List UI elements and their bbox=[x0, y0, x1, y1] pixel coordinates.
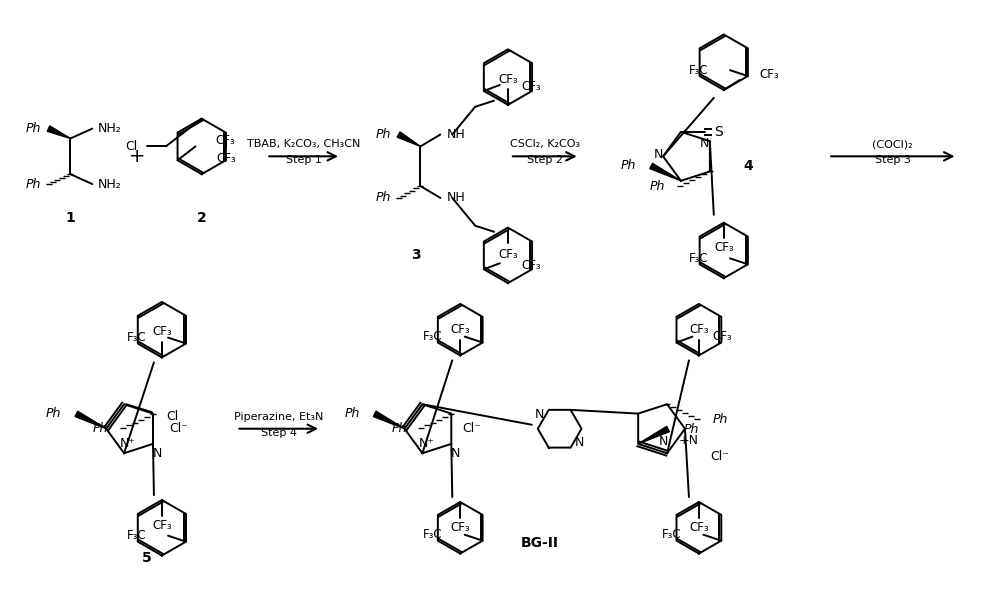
Text: N: N bbox=[700, 137, 710, 150]
Polygon shape bbox=[47, 126, 70, 139]
Text: Ph: Ph bbox=[713, 412, 728, 425]
Text: F₃C: F₃C bbox=[423, 330, 443, 343]
Text: CF₃: CF₃ bbox=[450, 323, 470, 336]
Text: CSCl₂, K₂CO₃: CSCl₂, K₂CO₃ bbox=[510, 139, 580, 149]
Text: CF₃: CF₃ bbox=[760, 68, 779, 81]
Polygon shape bbox=[373, 411, 405, 429]
Text: CF₃: CF₃ bbox=[689, 522, 709, 535]
Text: CF₃: CF₃ bbox=[152, 519, 172, 532]
Text: CF₃: CF₃ bbox=[498, 73, 518, 86]
Text: Ph: Ph bbox=[684, 422, 699, 435]
Text: NH: NH bbox=[446, 128, 465, 141]
Text: Ph: Ph bbox=[391, 422, 407, 435]
Polygon shape bbox=[397, 132, 420, 146]
Text: Cl⁻: Cl⁻ bbox=[463, 422, 482, 435]
Text: Ph: Ph bbox=[25, 178, 41, 191]
Polygon shape bbox=[638, 427, 669, 444]
Text: F₃C: F₃C bbox=[688, 64, 708, 77]
Text: N: N bbox=[575, 436, 584, 449]
Text: CF₃: CF₃ bbox=[215, 134, 235, 147]
Text: N: N bbox=[658, 435, 668, 448]
Text: F₃C: F₃C bbox=[688, 252, 708, 265]
Text: CF₃: CF₃ bbox=[498, 248, 518, 261]
Text: 3: 3 bbox=[411, 248, 420, 263]
Text: CF₃: CF₃ bbox=[712, 330, 732, 343]
Text: F₃C: F₃C bbox=[127, 331, 146, 344]
Text: N⁺: N⁺ bbox=[120, 437, 136, 450]
Text: NH₂: NH₂ bbox=[98, 178, 122, 191]
Text: 2: 2 bbox=[197, 211, 206, 225]
Text: N: N bbox=[535, 408, 544, 421]
Text: Ph: Ph bbox=[650, 180, 665, 193]
Text: N: N bbox=[152, 447, 162, 460]
Text: +N: +N bbox=[679, 434, 699, 447]
Text: Step 1: Step 1 bbox=[286, 155, 322, 165]
Text: +: + bbox=[129, 147, 145, 166]
Text: CF₃: CF₃ bbox=[450, 522, 470, 535]
Text: CF₃: CF₃ bbox=[522, 80, 541, 93]
Text: Cl⁻: Cl⁻ bbox=[710, 450, 729, 463]
Polygon shape bbox=[75, 411, 106, 429]
Text: N: N bbox=[653, 148, 663, 161]
Text: CF₃: CF₃ bbox=[714, 241, 734, 254]
Text: Ph: Ph bbox=[25, 122, 41, 135]
Text: Step 4: Step 4 bbox=[261, 428, 297, 438]
Text: BG-II: BG-II bbox=[521, 536, 559, 550]
Text: N⁺: N⁺ bbox=[418, 437, 434, 450]
Text: (COCl)₂: (COCl)₂ bbox=[872, 139, 913, 149]
Polygon shape bbox=[650, 163, 681, 181]
Text: CF₃: CF₃ bbox=[152, 325, 172, 338]
Text: Ph: Ph bbox=[46, 407, 61, 420]
Text: F₃C: F₃C bbox=[662, 528, 682, 541]
Text: Ph: Ph bbox=[93, 422, 108, 435]
Text: TBAB, K₂CO₃, CH₃CN: TBAB, K₂CO₃, CH₃CN bbox=[247, 139, 360, 149]
Text: NH₂: NH₂ bbox=[98, 122, 122, 135]
Text: F₃C: F₃C bbox=[423, 528, 443, 541]
Text: N: N bbox=[451, 447, 460, 460]
Text: CF₃: CF₃ bbox=[689, 323, 709, 336]
Text: Cl⁻: Cl⁻ bbox=[169, 422, 188, 435]
Text: NH: NH bbox=[446, 191, 465, 204]
Text: 1: 1 bbox=[66, 211, 75, 225]
Text: Ph: Ph bbox=[375, 128, 391, 141]
Text: CF₃: CF₃ bbox=[216, 152, 236, 165]
Text: Piperazine, Et₃N: Piperazine, Et₃N bbox=[234, 412, 323, 422]
Text: Ph: Ph bbox=[344, 407, 360, 420]
Text: F₃C: F₃C bbox=[127, 529, 146, 542]
Text: Ph: Ph bbox=[621, 159, 636, 172]
Text: 5: 5 bbox=[142, 550, 152, 565]
Text: Step 2: Step 2 bbox=[527, 155, 563, 165]
Text: Step 3: Step 3 bbox=[875, 155, 911, 165]
Text: CF₃: CF₃ bbox=[522, 259, 541, 272]
Text: 4: 4 bbox=[744, 159, 753, 173]
Text: Cl: Cl bbox=[125, 140, 137, 153]
Text: S: S bbox=[714, 125, 723, 139]
Text: Ph: Ph bbox=[375, 191, 391, 204]
Text: Cl: Cl bbox=[166, 409, 178, 422]
